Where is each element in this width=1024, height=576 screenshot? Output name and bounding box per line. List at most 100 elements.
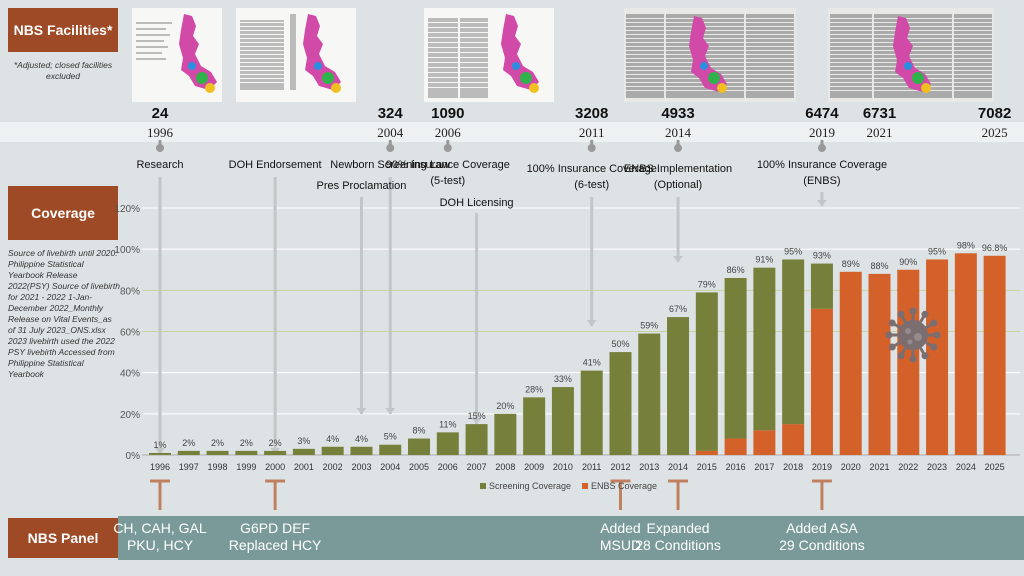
y-tick-label: 0% bbox=[126, 451, 141, 462]
x-tick-label: 2014 bbox=[668, 462, 688, 472]
x-tick-label: 2020 bbox=[841, 462, 861, 472]
event-dot bbox=[587, 144, 596, 152]
screening-bar bbox=[235, 450, 258, 455]
x-tick-label: 2008 bbox=[495, 462, 515, 472]
screening-bar bbox=[523, 397, 546, 455]
x-tick-label: 2009 bbox=[524, 462, 544, 472]
legend-label-enbs: ENBS Coverage bbox=[591, 481, 657, 491]
x-tick-label: 2024 bbox=[956, 462, 976, 472]
event-arrowhead bbox=[155, 448, 165, 454]
x-tick-label: 2006 bbox=[438, 462, 458, 472]
event-label: 90% Insurance Coverage (5-test) bbox=[386, 159, 510, 187]
event-label: Pres Proclamation bbox=[317, 180, 407, 192]
event-label: DOH Endorsement bbox=[229, 159, 322, 171]
panel-milestone: Added ASA 29 Conditions bbox=[779, 520, 865, 553]
enbs-bar bbox=[695, 450, 718, 455]
screening-bar bbox=[724, 277, 747, 439]
enbs-bar bbox=[810, 308, 833, 455]
legend-label-screening: Screening Coverage bbox=[489, 481, 571, 491]
screening-bar bbox=[638, 333, 661, 455]
data-label: 41% bbox=[583, 358, 601, 368]
data-label: 67% bbox=[669, 304, 687, 314]
enbs-bar bbox=[839, 271, 862, 455]
x-tick-label: 2015 bbox=[697, 462, 717, 472]
data-label: 50% bbox=[611, 339, 629, 349]
data-label: 15% bbox=[468, 411, 486, 421]
y-tick-label: 40% bbox=[120, 369, 140, 380]
x-tick-label: 2013 bbox=[639, 462, 659, 472]
event-arrowhead bbox=[385, 408, 396, 414]
event-arrowhead bbox=[471, 418, 482, 424]
screening-bar bbox=[494, 413, 517, 455]
timeline-year: 1996 bbox=[147, 125, 174, 140]
timeline-year: 2025 bbox=[982, 125, 1008, 140]
screening-bar bbox=[695, 292, 718, 451]
virus-icon bbox=[885, 307, 941, 363]
data-label: 8% bbox=[413, 426, 426, 436]
facility-map-2019-thumbnail bbox=[828, 8, 994, 102]
screening-bar bbox=[149, 452, 171, 455]
facility-count: 1090 bbox=[431, 105, 464, 122]
event-label: Newborn Screening Law bbox=[330, 159, 450, 171]
facility-count: 3208 bbox=[575, 105, 608, 122]
screening-bar bbox=[436, 432, 459, 455]
coverage-label: Coverage bbox=[8, 186, 118, 240]
timeline-band bbox=[0, 122, 1024, 142]
x-tick-label: 2018 bbox=[783, 462, 803, 472]
screening-bar bbox=[408, 438, 431, 455]
data-label: 89% bbox=[842, 259, 860, 269]
data-label: 96.8% bbox=[982, 243, 1008, 253]
data-label: 95% bbox=[784, 246, 802, 256]
facility-map-2004-thumbnail bbox=[236, 8, 356, 102]
event-arrowhead bbox=[673, 256, 684, 262]
data-label: 28% bbox=[525, 384, 543, 394]
screening-bar bbox=[551, 387, 574, 455]
screening-bar bbox=[810, 263, 833, 309]
x-tick-label: 1996 bbox=[150, 462, 170, 472]
facility-map-1996-thumbnail bbox=[132, 8, 222, 102]
event-label: 100% Insurance Coverage (6-test) bbox=[527, 163, 657, 191]
data-label: 3% bbox=[297, 436, 310, 446]
data-label: 2% bbox=[269, 438, 282, 448]
data-label: 5% bbox=[384, 432, 397, 442]
facility-count: 24 bbox=[152, 105, 169, 122]
enbs-bar bbox=[753, 430, 776, 455]
timeline-year: 2006 bbox=[435, 125, 462, 140]
timeline-year: 2011 bbox=[579, 125, 605, 140]
screening-bar bbox=[350, 446, 373, 455]
x-tick-label: 2002 bbox=[323, 462, 343, 472]
panel-milestone: Expanded 28 Conditions bbox=[635, 520, 721, 553]
screening-bar bbox=[177, 450, 200, 455]
source-note: Source of livebirth until 2020: Philippi… bbox=[8, 248, 120, 379]
data-label: 95% bbox=[928, 246, 946, 256]
facility-count: 6731 bbox=[863, 105, 896, 122]
screening-bar bbox=[379, 444, 402, 455]
screening-bar bbox=[206, 450, 229, 455]
event-arrowhead bbox=[816, 200, 827, 206]
data-label: 4% bbox=[355, 434, 368, 444]
timeline-year: 2019 bbox=[809, 125, 835, 140]
data-label: 2% bbox=[211, 438, 224, 448]
panel-milestone: Added MSUD bbox=[599, 520, 642, 553]
event-arrowhead bbox=[356, 408, 367, 414]
data-label: 20% bbox=[496, 401, 514, 411]
x-tick-label: 2003 bbox=[351, 462, 371, 472]
x-tick-label: 1999 bbox=[236, 462, 256, 472]
data-label: 91% bbox=[755, 255, 773, 265]
y-tick-label: 100% bbox=[114, 245, 140, 256]
y-tick-label: 20% bbox=[120, 410, 140, 421]
event-dot bbox=[386, 144, 395, 152]
data-label: 86% bbox=[727, 265, 745, 275]
panel-milestone: CH, CAH, GAL PKU, HCY bbox=[113, 520, 207, 553]
screening-bar bbox=[321, 446, 344, 455]
facility-map-2006-thumbnail bbox=[424, 8, 554, 102]
x-tick-label: 2025 bbox=[985, 462, 1005, 472]
x-tick-label: 2001 bbox=[294, 462, 314, 472]
data-label: 2% bbox=[240, 438, 253, 448]
timeline-year: 2014 bbox=[665, 125, 692, 140]
facility-count: 6474 bbox=[805, 105, 839, 122]
x-tick-label: 2017 bbox=[754, 462, 774, 472]
screening-bar bbox=[465, 424, 488, 455]
event-label: DOH Licensing bbox=[440, 197, 514, 209]
enbs-bar bbox=[782, 424, 805, 455]
